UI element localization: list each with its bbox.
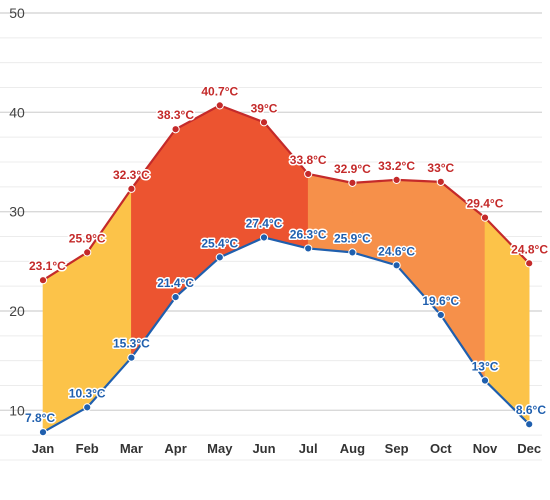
- low-temperature-point: [259, 233, 269, 242]
- low-temperature-point: [127, 353, 136, 362]
- low-temperature-label: 27.4°C: [246, 216, 283, 230]
- high-temperature-label: 24.8°C: [511, 242, 548, 256]
- high-temperature-label: 39°C: [251, 101, 278, 115]
- x-tick-label: May: [207, 441, 233, 456]
- low-temperature-label: 25.4°C: [201, 236, 238, 250]
- series-lines: [42, 104, 530, 434]
- x-axis-tick-labels: Jan Feb Mar Apr May Jun Jul Aug Sep Oct Nov Dec: [32, 441, 541, 456]
- x-tick-label: Jan: [32, 441, 54, 456]
- low-temperature-label: 13°C: [472, 360, 499, 374]
- low-temperature-label: 21.4°C: [157, 276, 194, 290]
- high-temperature-label: 25.9°C: [69, 231, 106, 245]
- range-area: [42, 104, 530, 433]
- high-temperature-point: [215, 101, 224, 110]
- x-tick-label: Feb: [76, 441, 99, 456]
- low-temperature-point: [38, 428, 48, 437]
- high-temperature-line: [42, 104, 530, 282]
- range-band-segment: [175, 104, 221, 298]
- high-temperature-point: [38, 276, 48, 285]
- high-temperature-label: 23.1°C: [29, 259, 66, 273]
- y-tick-label: 10: [9, 402, 25, 418]
- x-tick-label: Jul: [299, 441, 318, 456]
- y-tick-label: 20: [9, 303, 25, 319]
- low-temperature-label: 15.3°C: [113, 337, 150, 351]
- low-temperature-point: [215, 253, 224, 262]
- low-temperature-point: [171, 292, 180, 302]
- low-temperature-point: [304, 244, 313, 253]
- y-tick-label: 50: [9, 5, 25, 21]
- x-tick-label: Aug: [340, 441, 365, 456]
- y-tick-label: 30: [9, 204, 25, 220]
- low-temperature-point: [83, 403, 92, 412]
- low-temperature-label: 26.3°C: [290, 227, 327, 241]
- high-temperature-point: [525, 259, 534, 268]
- x-tick-label: Oct: [430, 441, 452, 456]
- x-tick-label: Dec: [517, 441, 541, 456]
- high-temperature-label: 33°C: [427, 161, 454, 175]
- high-temperature-point: [127, 184, 136, 193]
- low-temperature-label: 10.3°C: [69, 386, 106, 400]
- low-temperature-point: [525, 420, 534, 429]
- range-band-segment: [131, 128, 176, 359]
- low-temperature-label: 19.6°C: [422, 294, 459, 308]
- high-temperature-point: [259, 118, 269, 127]
- low-temperature-point: [436, 310, 445, 320]
- high-temperature-label: 33.2°C: [378, 159, 415, 173]
- high-temperature-point: [348, 178, 357, 187]
- x-tick-label: Nov: [473, 441, 498, 456]
- range-band-segment: [219, 104, 265, 258]
- range-band-segment: [42, 251, 88, 433]
- low-temperature-point: [348, 248, 357, 257]
- low-temperature-label: 8.6°C: [516, 403, 546, 417]
- x-tick-label: Mar: [120, 441, 143, 456]
- y-tick-label: 40: [9, 104, 25, 120]
- data-labels: 23.1°C25.9°C32.3°C38.3°C40.7°C39°C33.8°C…: [24, 83, 550, 427]
- low-temperature-label: 25.9°C: [334, 231, 371, 245]
- high-temperature-point: [171, 125, 180, 134]
- high-temperature-label: 40.7°C: [201, 84, 238, 98]
- high-temperature-point: [83, 248, 92, 257]
- data-points: [38, 101, 534, 437]
- high-temperature-point: [304, 169, 313, 179]
- high-temperature-label: 32.3°C: [113, 168, 150, 182]
- low-temperature-point: [392, 261, 401, 270]
- low-temperature-point: [480, 376, 490, 385]
- high-temperature-label: 33.8°C: [290, 153, 327, 167]
- high-temperature-point: [392, 175, 401, 184]
- high-temperature-label: 38.3°C: [157, 108, 194, 122]
- low-temperature-line: [42, 236, 530, 434]
- high-temperature-point: [480, 213, 490, 222]
- y-axis-tick-labels: 10 20 30 40 50: [9, 5, 25, 418]
- low-temperature-label: 24.6°C: [378, 244, 415, 258]
- high-temperature-label: 32.9°C: [334, 162, 371, 176]
- high-temperature-point: [436, 177, 445, 186]
- x-tick-label: Jun: [252, 441, 275, 456]
- low-temperature-label: 7.8°C: [25, 411, 55, 425]
- x-tick-label: Sep: [385, 441, 409, 456]
- x-tick-label: Apr: [164, 441, 186, 456]
- high-temperature-label: 29.4°C: [467, 197, 504, 211]
